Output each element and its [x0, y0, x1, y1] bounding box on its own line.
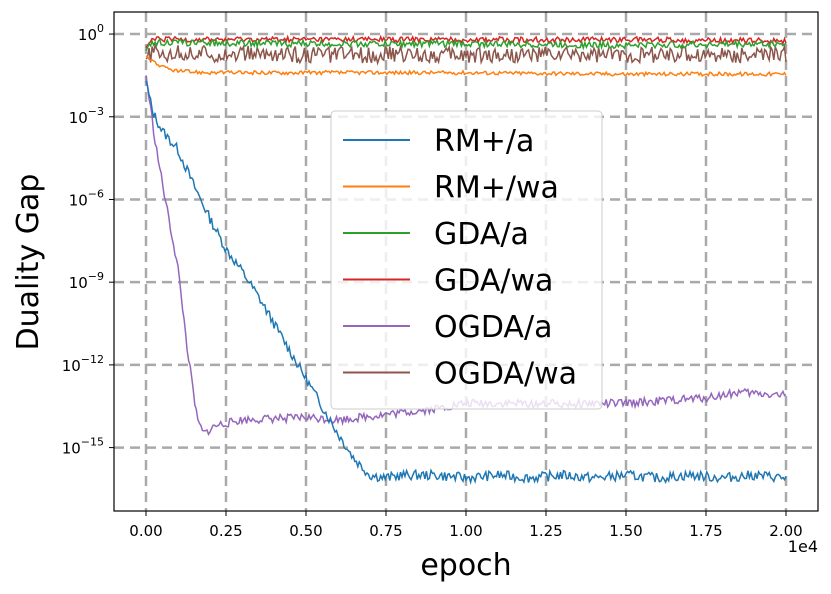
- x-tick-label: 0.25: [209, 522, 242, 540]
- y-tick-base: 10: [62, 357, 81, 375]
- series-line-ogda-wa: [145, 42, 787, 66]
- y-tick-label: 10−9: [69, 270, 104, 292]
- y-tick-base: 10: [69, 109, 88, 127]
- x-offset-label: 1e4: [788, 537, 818, 556]
- series-line-gda-a: [145, 37, 787, 51]
- y-tick-exponent: −12: [81, 353, 104, 366]
- legend-label: GDA/wa: [434, 264, 553, 299]
- legend-label: OGDA/a: [434, 310, 552, 345]
- y-tick-exponent: −3: [88, 105, 104, 118]
- y-tick-base: 10: [69, 274, 88, 292]
- y-tick-label: 10−12: [62, 353, 104, 375]
- series-line-rm-wa: [145, 55, 787, 78]
- y-axis-label: Duality Gap: [11, 174, 46, 351]
- y-tick-label: 100: [78, 22, 104, 44]
- x-tick-label: 0.50: [289, 522, 322, 540]
- axis-ticks: 0.00 0.25 0.50 0.75 1.00 1.25 1.50 1.75 2.001001…: [62, 22, 803, 540]
- x-tick-label: 0.00: [129, 522, 162, 540]
- y-tick-exponent: −15: [81, 436, 104, 449]
- y-tick-base: 10: [78, 26, 97, 44]
- legend-label: RM+/wa: [434, 171, 559, 206]
- legend: RM+/a RM+/wa GDA/a GDA/wa OGDA/a OGDA/wa: [330, 110, 603, 410]
- y-tick-exponent: −6: [88, 187, 104, 200]
- y-tick-exponent: 0: [97, 22, 104, 35]
- plot-frame: [113, 11, 819, 512]
- x-tick-label: 2.00: [769, 522, 802, 540]
- legend-label: RM+/a: [434, 124, 534, 159]
- x-tick-label: 1.75: [689, 522, 722, 540]
- y-tick-base: 10: [62, 440, 81, 458]
- y-tick-exponent: −9: [88, 270, 104, 283]
- y-tick-label: 10−3: [69, 105, 104, 127]
- y-tick-label: 10−15: [62, 436, 104, 458]
- legend-label: OGDA/wa: [434, 357, 577, 392]
- x-tick-label: 1.25: [529, 522, 562, 540]
- series-line-rm-a: [145, 80, 787, 486]
- series-lines: [145, 34, 787, 486]
- x-tick-label: 0.75: [369, 522, 402, 540]
- x-tick-label: 1.00: [449, 522, 482, 540]
- x-tick-label: 1.50: [609, 522, 642, 540]
- y-tick-base: 10: [69, 191, 88, 209]
- x-axis-label: epoch: [420, 548, 511, 583]
- legend-label: GDA/a: [434, 217, 529, 252]
- y-tick-label: 10−6: [69, 187, 104, 209]
